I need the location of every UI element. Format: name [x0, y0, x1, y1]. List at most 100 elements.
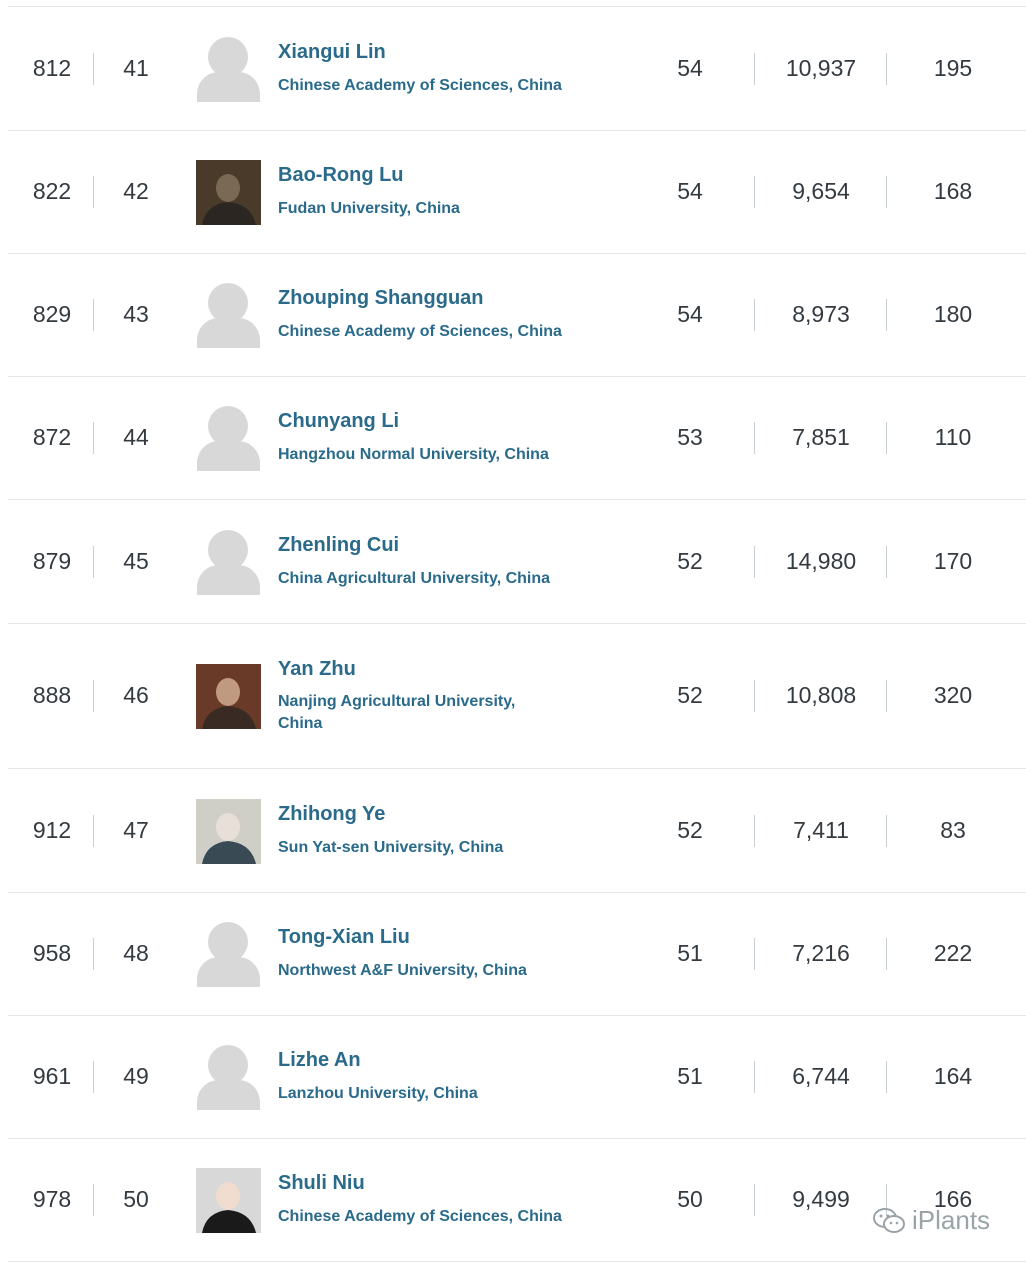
column-separator [886, 545, 887, 578]
citations: 8,973 [792, 301, 850, 327]
world-rank: 872 [32, 424, 72, 450]
avatar-placeholder-icon[interactable] [196, 529, 261, 595]
affiliation: Sun Yat-sen University, China [278, 838, 504, 856]
avatar-body [197, 441, 260, 471]
column-separator [93, 680, 94, 712]
national-rank: 50 [123, 1186, 149, 1212]
citations: 6,744 [792, 1063, 850, 1089]
scientist-name-link[interactable]: Tong-Xian Liu [278, 926, 410, 948]
column-separator [754, 814, 755, 847]
column-separator [886, 680, 887, 712]
citations: 7,411 [793, 816, 849, 843]
avatar-placeholder-icon[interactable] [196, 1045, 261, 1110]
column-separator [886, 299, 887, 331]
table-row: 912 47 Zhihong Ye Sun Yat-sen University, C… [8, 769, 1026, 893]
national-rank: 45 [123, 547, 149, 574]
avatar-placeholder-icon[interactable] [196, 283, 261, 348]
publications: 180 [933, 301, 973, 327]
column-separator [93, 53, 94, 85]
column-separator [93, 1184, 94, 1216]
avatar-photo[interactable] [196, 798, 261, 864]
column-separator [886, 176, 887, 208]
citations: 10,937 [785, 55, 857, 81]
table-row: 958 48 Tong-Xian Liu Northwest A&F Universi… [8, 893, 1026, 1016]
scientist-name-link[interactable]: Zhouping Shangguan [278, 287, 484, 309]
scientist-name-link[interactable]: Lizhe An [278, 1049, 361, 1071]
column-separator [754, 53, 755, 85]
table-row: 961 49 Lizhe An Lanzhou University, China 51… [8, 1016, 1026, 1139]
wechat-icon [872, 1207, 906, 1235]
avatar-placeholder-icon[interactable] [196, 922, 261, 987]
affiliation: Hangzhou Normal University, China [278, 446, 549, 463]
citations: 14,980 [785, 547, 857, 574]
avatar-body [197, 72, 260, 102]
scientist-name-link[interactable]: Shuli Niu [278, 1172, 365, 1194]
publications: 164 [933, 1063, 973, 1089]
publications: 110 [934, 424, 972, 450]
watermark: iPlants [872, 1205, 990, 1236]
affiliation: Chinese Academy of Sciences, China [278, 1208, 562, 1225]
affiliation: Fudan University, China [278, 200, 460, 217]
avatar-body [197, 564, 260, 595]
table-row: 822 42 Bao-Rong Lu Fudan University, China 5… [8, 131, 1026, 254]
watermark-text: iPlants [912, 1205, 991, 1235]
avatar-head [208, 406, 248, 446]
table-row: 872 44 Chunyang Li Hangzhou Normal Universi… [8, 377, 1026, 500]
national-rank: 44 [123, 424, 149, 450]
affiliation: Northwest A&F University, China [278, 962, 527, 979]
column-separator [886, 1061, 887, 1093]
world-rank: 961 [32, 1063, 72, 1089]
table-row: 888 46 Yan Zhu Nanjing Agricultural Univers… [8, 624, 1026, 769]
publications: 168 [933, 178, 973, 204]
column-separator [886, 814, 887, 847]
world-rank: 958 [32, 940, 72, 966]
world-rank: 829 [32, 301, 72, 327]
table-row: 978 50 Shuli Niu Chinese Academy of Science… [8, 1139, 1026, 1262]
avatar-placeholder-icon[interactable] [196, 406, 261, 471]
avatar-photo[interactable] [196, 1168, 261, 1233]
column-separator [886, 1184, 887, 1216]
scientist-name-link[interactable]: Xiangui Lin [278, 41, 386, 63]
affiliation: Chinese Academy of Sciences, China [278, 77, 562, 94]
citations: 9,499 [792, 1186, 850, 1212]
column-separator [754, 1184, 755, 1216]
world-rank: 978 [32, 1186, 72, 1212]
scientist-name-link[interactable]: Bao-Rong Lu [278, 164, 404, 186]
avatar-photo[interactable] [196, 160, 261, 225]
national-rank: 48 [123, 940, 149, 966]
column-separator [93, 545, 94, 578]
avatar-photo[interactable] [196, 664, 261, 729]
h-index: 52 [677, 682, 703, 708]
h-index: 52 [677, 816, 703, 843]
avatar-placeholder-icon[interactable] [196, 37, 261, 102]
table-row: 829 43 Zhouping Shangguan Chinese Academy o… [8, 254, 1026, 377]
world-rank: 888 [32, 682, 72, 708]
column-separator [886, 938, 887, 970]
world-rank: 879 [32, 547, 72, 574]
h-index: 54 [677, 301, 703, 327]
national-rank: 42 [123, 178, 149, 204]
column-separator [93, 814, 94, 847]
column-separator [754, 1061, 755, 1093]
publications: 320 [933, 682, 973, 708]
citations: 9,654 [792, 178, 850, 204]
h-index: 52 [677, 547, 703, 574]
column-separator [93, 422, 94, 454]
avatar-head [208, 37, 248, 77]
table-row: 812 41 Xiangui Lin Chinese Academy of Scien… [8, 8, 1026, 131]
scientist-name-link[interactable]: Zhihong Ye [278, 802, 386, 825]
scientist-name-link[interactable]: Chunyang Li [278, 410, 400, 432]
publications: 195 [933, 55, 973, 81]
avatar-head [208, 529, 248, 570]
column-separator [754, 299, 755, 331]
avatar-head [208, 922, 248, 962]
avatar-head [208, 1045, 248, 1085]
column-separator [93, 176, 94, 208]
column-separator [754, 176, 755, 208]
affiliation: China Agricultural University, China [278, 569, 551, 587]
avatar-body [197, 957, 260, 987]
citations: 7,216 [792, 940, 850, 966]
h-index: 53 [677, 424, 703, 450]
scientist-name-link[interactable]: Zhenling Cui [278, 533, 400, 556]
scientist-name-link[interactable]: Yan Zhu [278, 658, 356, 680]
